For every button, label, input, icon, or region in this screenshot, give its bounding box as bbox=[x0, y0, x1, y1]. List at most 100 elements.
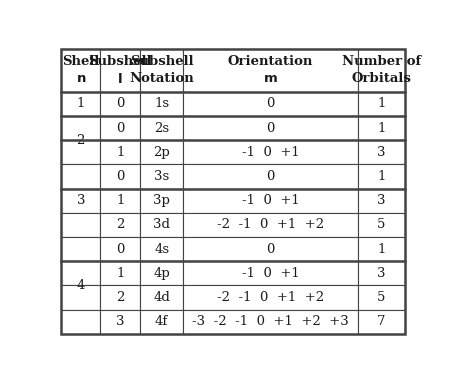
Text: 2s: 2s bbox=[154, 122, 169, 135]
Text: 0: 0 bbox=[116, 97, 124, 110]
Text: 2: 2 bbox=[116, 218, 124, 232]
Text: 1: 1 bbox=[377, 170, 386, 183]
Text: 4p: 4p bbox=[153, 267, 170, 280]
Bar bbox=[183, 310, 358, 334]
Text: 1: 1 bbox=[76, 97, 85, 110]
Bar bbox=[358, 116, 405, 140]
Bar bbox=[183, 189, 358, 213]
Bar bbox=[183, 285, 358, 310]
Bar bbox=[140, 285, 183, 310]
Bar bbox=[101, 49, 140, 92]
Bar bbox=[183, 92, 358, 116]
Bar bbox=[101, 310, 140, 334]
Text: 0: 0 bbox=[266, 122, 275, 135]
Bar bbox=[140, 116, 183, 140]
Text: -2  -1  0  +1  +2: -2 -1 0 +1 +2 bbox=[217, 218, 324, 232]
Bar bbox=[101, 261, 140, 285]
Text: 7: 7 bbox=[377, 315, 386, 328]
Text: 1: 1 bbox=[377, 122, 386, 135]
Bar bbox=[101, 140, 140, 164]
Bar bbox=[61, 285, 101, 310]
Bar bbox=[61, 213, 101, 237]
Text: -1  0  +1: -1 0 +1 bbox=[242, 146, 299, 159]
Text: 3d: 3d bbox=[153, 218, 170, 232]
Bar bbox=[358, 92, 405, 116]
Bar bbox=[140, 140, 183, 164]
Bar bbox=[358, 49, 405, 92]
Bar bbox=[140, 261, 183, 285]
Text: Subshell
$\mathbf{l}$: Subshell $\mathbf{l}$ bbox=[88, 55, 152, 86]
Text: -1  0  +1: -1 0 +1 bbox=[242, 267, 299, 280]
Text: 1: 1 bbox=[116, 267, 124, 280]
Text: -2  -1  0  +1  +2: -2 -1 0 +1 +2 bbox=[217, 291, 324, 304]
Bar bbox=[183, 116, 358, 140]
Text: 4s: 4s bbox=[154, 243, 169, 255]
Bar bbox=[140, 189, 183, 213]
Bar bbox=[358, 140, 405, 164]
Bar bbox=[183, 237, 358, 261]
Bar bbox=[358, 213, 405, 237]
Text: 1: 1 bbox=[116, 194, 124, 207]
Text: 0: 0 bbox=[116, 122, 124, 135]
Bar bbox=[101, 213, 140, 237]
Bar bbox=[101, 237, 140, 261]
Bar bbox=[61, 310, 101, 334]
Text: 1: 1 bbox=[377, 97, 386, 110]
Bar bbox=[61, 164, 101, 189]
Text: Orientation
$\mathbf{m}$: Orientation $\mathbf{m}$ bbox=[228, 55, 313, 85]
Bar bbox=[101, 189, 140, 213]
Bar bbox=[358, 189, 405, 213]
Bar bbox=[358, 285, 405, 310]
Bar bbox=[358, 237, 405, 261]
Text: Subshell
Notation: Subshell Notation bbox=[129, 55, 194, 85]
Text: -1  0  +1: -1 0 +1 bbox=[242, 194, 299, 207]
Bar bbox=[358, 164, 405, 189]
Text: 0: 0 bbox=[266, 243, 275, 255]
Bar bbox=[101, 92, 140, 116]
Bar bbox=[140, 310, 183, 334]
Bar bbox=[140, 49, 183, 92]
Text: 3: 3 bbox=[116, 315, 125, 328]
Bar bbox=[61, 140, 101, 164]
Bar bbox=[183, 49, 358, 92]
Bar bbox=[140, 92, 183, 116]
Text: Number of
Orbitals: Number of Orbitals bbox=[342, 55, 421, 85]
Bar bbox=[183, 164, 358, 189]
Text: 1s: 1s bbox=[154, 97, 169, 110]
Text: 0: 0 bbox=[116, 170, 124, 183]
Text: 0: 0 bbox=[116, 243, 124, 255]
Text: -3  -2  -1  0  +1  +2  +3: -3 -2 -1 0 +1 +2 +3 bbox=[192, 315, 349, 328]
Text: 3: 3 bbox=[377, 194, 386, 207]
Text: 5: 5 bbox=[377, 218, 386, 232]
Text: 5: 5 bbox=[377, 291, 386, 304]
Bar bbox=[140, 213, 183, 237]
Bar bbox=[61, 116, 101, 140]
Bar bbox=[140, 237, 183, 261]
Bar bbox=[101, 285, 140, 310]
Bar bbox=[183, 213, 358, 237]
Text: 2: 2 bbox=[116, 291, 124, 304]
Bar bbox=[61, 261, 101, 285]
Text: 2: 2 bbox=[76, 134, 85, 147]
Text: 1: 1 bbox=[377, 243, 386, 255]
Text: 3: 3 bbox=[377, 267, 386, 280]
Bar bbox=[61, 92, 101, 116]
Bar bbox=[358, 310, 405, 334]
Text: 0: 0 bbox=[266, 170, 275, 183]
Bar bbox=[183, 261, 358, 285]
Text: 0: 0 bbox=[266, 97, 275, 110]
Bar bbox=[183, 140, 358, 164]
Bar bbox=[61, 189, 101, 213]
Text: 2p: 2p bbox=[153, 146, 170, 159]
Text: 3p: 3p bbox=[153, 194, 170, 207]
Bar bbox=[358, 261, 405, 285]
Text: 3: 3 bbox=[76, 194, 85, 207]
Text: Shell
$\mathbf{n}$: Shell $\mathbf{n}$ bbox=[62, 55, 100, 85]
Bar bbox=[140, 164, 183, 189]
Text: 4d: 4d bbox=[153, 291, 170, 304]
Text: 4f: 4f bbox=[155, 315, 168, 328]
Text: 3s: 3s bbox=[154, 170, 169, 183]
Text: 3: 3 bbox=[377, 146, 386, 159]
Bar bbox=[101, 164, 140, 189]
Bar bbox=[61, 237, 101, 261]
